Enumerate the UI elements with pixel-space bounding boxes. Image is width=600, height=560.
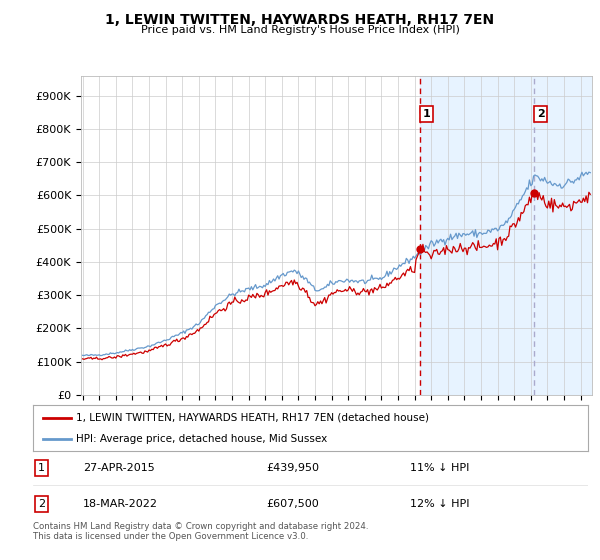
Text: 12% ↓ HPI: 12% ↓ HPI (410, 499, 470, 509)
Text: HPI: Average price, detached house, Mid Sussex: HPI: Average price, detached house, Mid … (76, 435, 328, 444)
Text: 1, LEWIN TWITTEN, HAYWARDS HEATH, RH17 7EN: 1, LEWIN TWITTEN, HAYWARDS HEATH, RH17 7… (106, 13, 494, 27)
Text: 11% ↓ HPI: 11% ↓ HPI (410, 463, 470, 473)
Text: Contains HM Land Registry data © Crown copyright and database right 2024.
This d: Contains HM Land Registry data © Crown c… (33, 522, 368, 542)
Text: £607,500: £607,500 (266, 499, 319, 509)
Text: £439,950: £439,950 (266, 463, 319, 473)
Text: Price paid vs. HM Land Registry's House Price Index (HPI): Price paid vs. HM Land Registry's House … (140, 25, 460, 35)
Text: 2: 2 (537, 109, 545, 119)
Text: 2: 2 (38, 499, 45, 509)
Text: 1: 1 (422, 109, 430, 119)
Text: 1, LEWIN TWITTEN, HAYWARDS HEATH, RH17 7EN (detached house): 1, LEWIN TWITTEN, HAYWARDS HEATH, RH17 7… (76, 413, 429, 423)
Bar (420, 76, 600, 395)
Text: 18-MAR-2022: 18-MAR-2022 (83, 499, 158, 509)
Text: 27-APR-2015: 27-APR-2015 (83, 463, 155, 473)
Text: 1: 1 (38, 463, 45, 473)
